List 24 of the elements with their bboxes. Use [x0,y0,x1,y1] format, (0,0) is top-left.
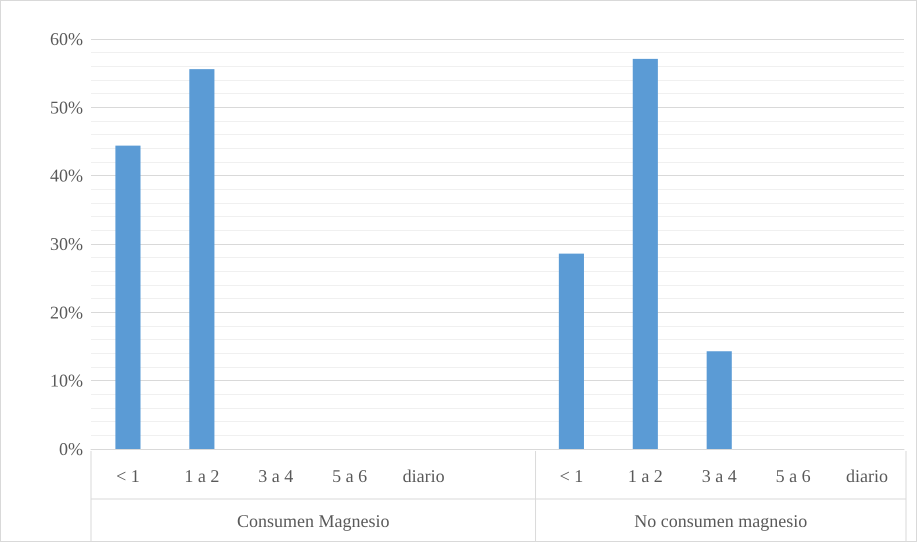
bar [706,351,732,449]
y-tick-label: 40% [50,166,83,186]
y-tick-label: 30% [50,234,83,254]
x-tick-label: 3 a 4 [258,466,294,486]
x-tick-label: < 1 [116,466,140,486]
bar [558,254,584,449]
y-tick-label: 10% [50,370,83,391]
x-tick-label: 3 a 4 [702,466,737,486]
x-tick-label: < 1 [560,466,584,486]
text: Consumen Magnesio [237,511,390,531]
bar [632,58,658,449]
bar [189,69,214,449]
x-tick-label: 5 a 6 [776,466,811,486]
y-tick-label: 60% [50,29,83,49]
x-tick-label: 1 a 2 [628,466,663,486]
x-tick-label: 5 a 6 [332,466,368,486]
y-tick-label: 50% [50,97,83,118]
x-tick-label: diario [402,466,445,486]
x-tick-label: 1 a 2 [184,466,220,486]
y-tick-label: 0% [59,439,83,459]
x-tick-label: diario [846,466,888,486]
bar [115,146,141,449]
text: No consumen magnesio [634,511,808,531]
y-tick-label: 20% [50,302,83,322]
